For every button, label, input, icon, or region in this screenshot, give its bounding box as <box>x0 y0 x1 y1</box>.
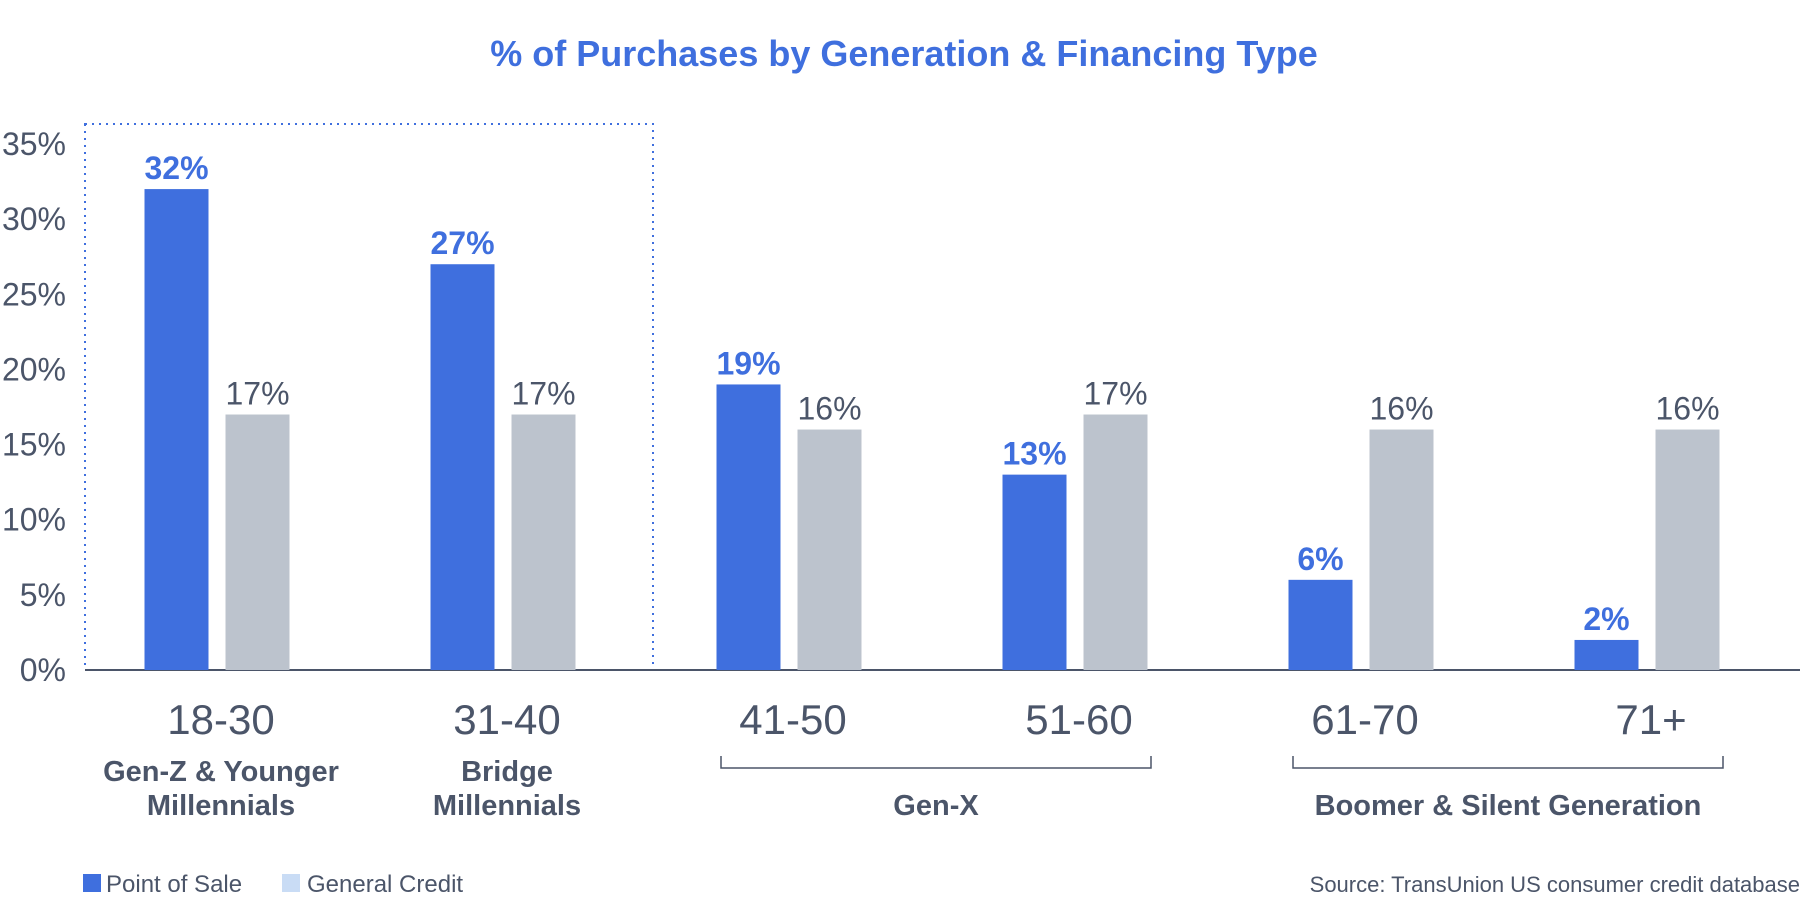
y-tick-label: 25% <box>2 276 66 312</box>
y-tick-label: 0% <box>20 652 66 688</box>
group-label: Boomer & Silent Generation <box>1315 790 1702 822</box>
legend-swatch-general-credit <box>282 874 300 892</box>
bar-point-of-sale-31-40 <box>430 264 495 670</box>
x-tick-label: 61-70 <box>1311 696 1418 743</box>
bar-general-credit-61-70 <box>1369 429 1434 670</box>
y-tick-label: 5% <box>20 577 66 613</box>
bar-point-of-sale-61-70 <box>1288 579 1353 670</box>
data-label-point-of-sale-31-40: 27% <box>430 225 494 261</box>
chart-title: % of Purchases by Generation & Financing… <box>490 33 1318 74</box>
data-label-general-credit-51-60: 17% <box>1083 376 1147 412</box>
source-note: Source: TransUnion US consumer credit da… <box>1310 872 1800 897</box>
x-tick-label: 18-30 <box>167 696 274 743</box>
bar-point-of-sale-71plus <box>1574 639 1639 670</box>
x-tick-label: 31-40 <box>453 696 560 743</box>
x-tick-label: 51-60 <box>1025 696 1132 743</box>
y-tick-label: 20% <box>2 351 66 387</box>
data-label-general-credit-41-50: 16% <box>797 391 861 427</box>
bar-point-of-sale-18-30 <box>144 189 209 671</box>
data-label-point-of-sale-18-30: 32% <box>144 150 208 186</box>
x-axis: 18-30 31-40 41-50 51-60 61-70 71+ <box>167 696 1686 743</box>
group-label: Millennials <box>433 790 581 822</box>
group-bracket <box>1292 756 1724 769</box>
data-label-general-credit-18-30: 17% <box>225 376 289 412</box>
group-labels: Gen-Z & YoungerMillennialsBridgeMillenni… <box>103 756 1724 822</box>
bar-general-credit-31-40 <box>511 414 576 670</box>
highlight-box <box>84 123 654 671</box>
group-label: Millennials <box>147 790 295 822</box>
y-axis: 0% 5% 10% 15% 20% 25% 30% 35% <box>2 126 1800 688</box>
x-tick-label: 41-50 <box>739 696 846 743</box>
y-tick-label: 35% <box>2 126 66 162</box>
group-label: Bridge <box>461 756 553 788</box>
bar-general-credit-18-30 <box>225 414 290 670</box>
legend: Point of Sale General Credit <box>83 871 463 898</box>
data-label-point-of-sale-71plus: 2% <box>1583 601 1629 637</box>
data-label-general-credit-71plus: 16% <box>1655 391 1719 427</box>
data-label-point-of-sale-51-60: 13% <box>1002 436 1066 472</box>
y-tick-label: 10% <box>2 502 66 538</box>
data-label-general-credit-61-70: 16% <box>1369 391 1433 427</box>
legend-label-general-credit: General Credit <box>307 871 463 898</box>
bar-point-of-sale-51-60 <box>1002 474 1067 670</box>
data-labels: 32% 17% 27% 17% 19% 16% 13% 17% 6% 16% 2% 16% <box>144 150 1719 637</box>
legend-swatch-point-of-sale <box>83 874 101 892</box>
data-label-point-of-sale-41-50: 19% <box>716 345 780 381</box>
data-label-general-credit-31-40: 17% <box>511 376 575 412</box>
y-tick-label: 30% <box>2 201 66 237</box>
group-label: Gen-X <box>893 790 979 822</box>
x-tick-label: 71+ <box>1615 696 1686 743</box>
highlight-box-outline <box>84 123 654 671</box>
data-label-point-of-sale-61-70: 6% <box>1297 541 1343 577</box>
legend-label-point-of-sale: Point of Sale <box>106 871 242 898</box>
bar-general-credit-41-50 <box>797 429 862 670</box>
group-bracket <box>720 756 1152 769</box>
bar-point-of-sale-41-50 <box>716 384 781 670</box>
group-label: Gen-Z & Younger <box>103 756 339 788</box>
bar-general-credit-51-60 <box>1083 414 1148 670</box>
y-tick-label: 15% <box>2 427 66 463</box>
bars <box>144 189 1720 671</box>
bar-general-credit-71plus <box>1655 429 1720 670</box>
